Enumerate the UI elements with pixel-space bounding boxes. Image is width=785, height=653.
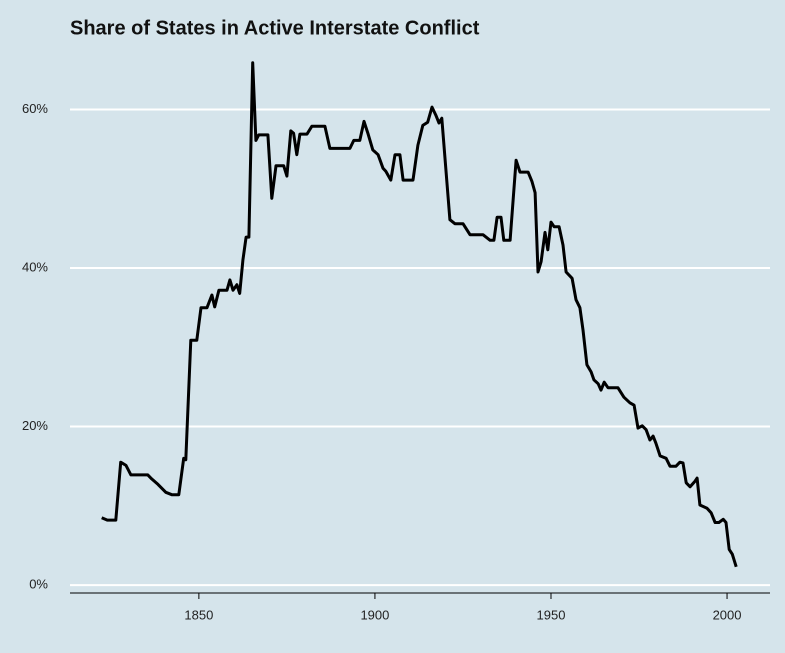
x-tick-label: 1900: [360, 607, 389, 622]
y-tick-label: 60%: [22, 101, 48, 116]
x-tick-label: 2000: [713, 607, 742, 622]
y-tick-label: 0%: [29, 577, 48, 592]
x-tick-label: 1950: [537, 607, 566, 622]
data-line: [101, 61, 738, 568]
chart-title: Share of States in Active Interstate Con…: [70, 17, 480, 39]
y-tick-label: 20%: [22, 418, 48, 433]
x-tick-label: 1850: [184, 607, 213, 622]
y-tick-label: 40%: [22, 259, 48, 274]
